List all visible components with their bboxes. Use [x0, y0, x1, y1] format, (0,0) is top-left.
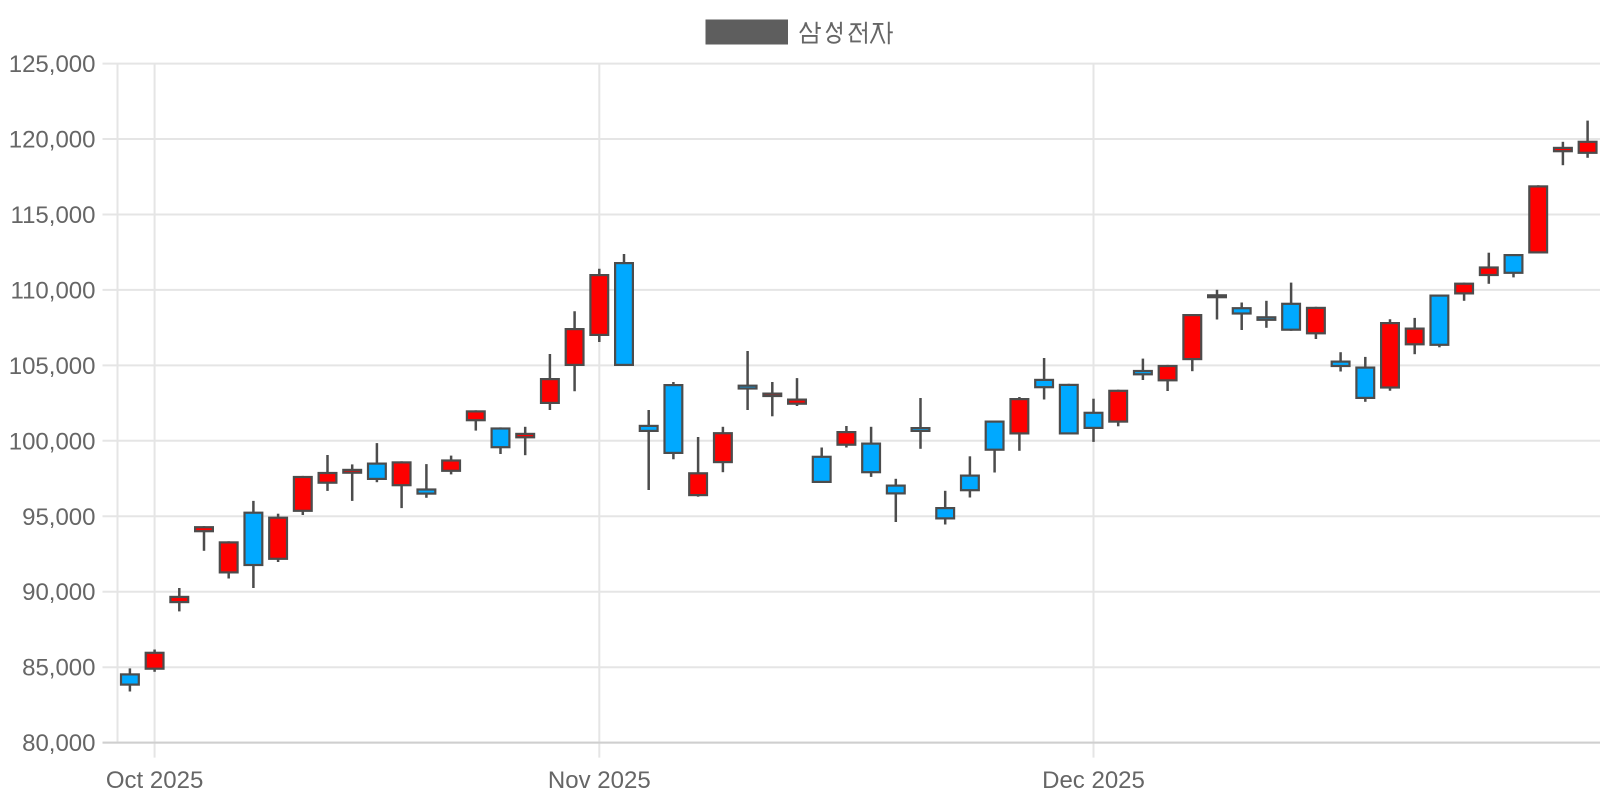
- svg-text:Nov 2025: Nov 2025: [548, 767, 651, 794]
- svg-text:110,000: 110,000: [11, 277, 96, 304]
- svg-text:115,000: 115,000: [11, 202, 96, 229]
- svg-text:105,000: 105,000: [9, 353, 96, 380]
- svg-text:125,000: 125,000: [9, 51, 96, 78]
- svg-text:80,000: 80,000: [22, 730, 95, 757]
- svg-text:Dec 2025: Dec 2025: [1042, 767, 1145, 794]
- svg-text:90,000: 90,000: [22, 579, 95, 606]
- svg-text:120,000: 120,000: [9, 127, 96, 154]
- svg-text:85,000: 85,000: [22, 655, 95, 682]
- svg-text:Oct 2025: Oct 2025: [106, 767, 203, 794]
- svg-text:95,000: 95,000: [22, 504, 95, 531]
- svg-text:100,000: 100,000: [9, 428, 96, 455]
